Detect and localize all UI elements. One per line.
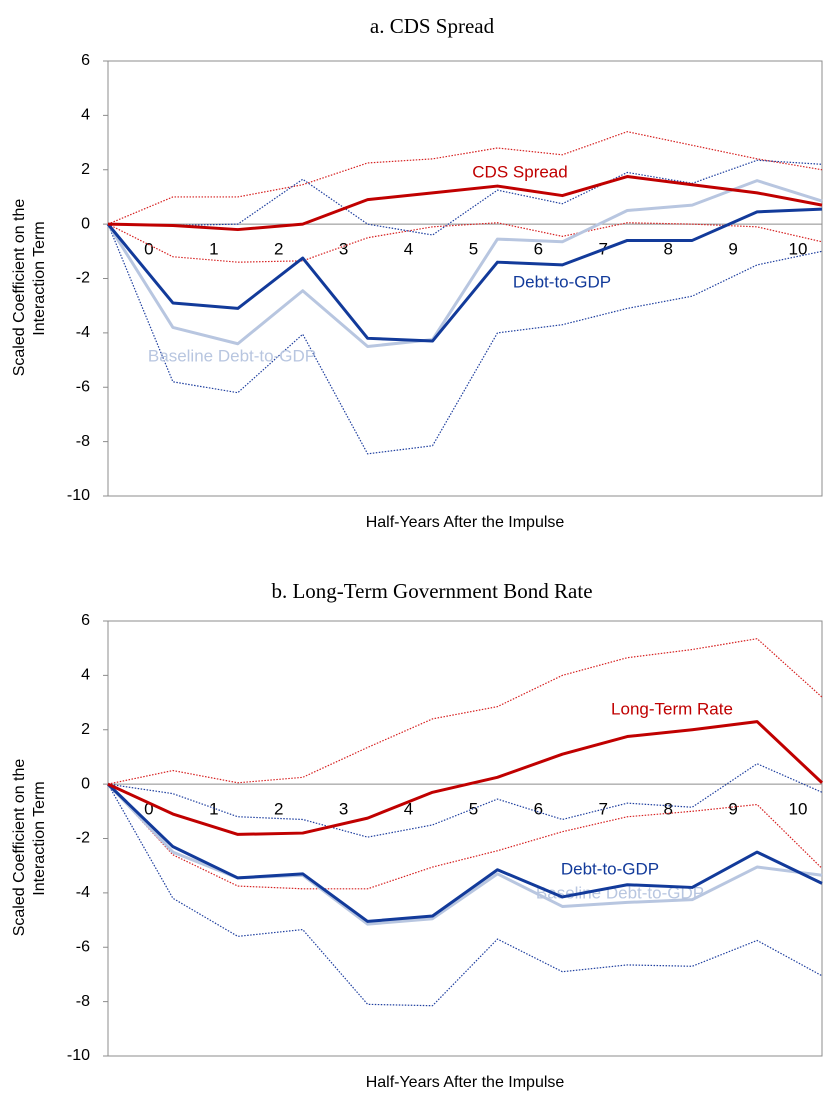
- y-tick-label: -8: [76, 433, 90, 450]
- x-tick-label: 5: [469, 800, 478, 819]
- y-tick-label: -10: [67, 487, 90, 504]
- series-line: [106, 783, 823, 923]
- y-axis-title: Scaled Coefficient on the Interaction Ter…: [11, 199, 48, 377]
- y-tick-label: -2: [76, 270, 90, 287]
- x-tick-label: 2: [274, 240, 283, 259]
- y-tick-label: 4: [81, 667, 90, 684]
- x-tick-label: 3: [339, 240, 348, 259]
- series-line: [107, 720, 824, 836]
- x-tick-label: 0: [144, 240, 153, 259]
- x-axis-title: Half-Years After the Impulse: [366, 514, 565, 531]
- x-tick-label: 1: [209, 240, 218, 259]
- y-tick-label: 6: [81, 612, 90, 629]
- band-line: [107, 783, 823, 890]
- series-label: Debt-to-GDP: [561, 859, 659, 878]
- x-tick-label: 8: [663, 800, 672, 819]
- series-label: CDS Spread: [472, 162, 567, 181]
- series-label: Baseline Debt-to-GDP: [148, 346, 316, 365]
- x-tick-label: 4: [404, 240, 413, 259]
- x-tick-label: 7: [599, 800, 608, 819]
- series-label: Debt-to-GDP: [513, 272, 611, 291]
- y-tick-label: -2: [76, 830, 90, 847]
- y-tick-label: -4: [76, 884, 90, 901]
- y-axis-title: Scaled Coefficient on the Interaction Ter…: [11, 759, 48, 937]
- y-tick-label: 2: [81, 161, 90, 178]
- x-tick-label: 6: [534, 240, 543, 259]
- series-line: [107, 175, 823, 232]
- chart-title: b. Long-Term Government Bond Rate: [271, 579, 592, 603]
- y-tick-label: -6: [76, 938, 90, 955]
- y-axis-title-line: Interaction Term: [31, 781, 48, 895]
- series-label: Long-Term Rate: [611, 699, 733, 718]
- x-tick-label: 10: [789, 800, 808, 819]
- y-tick-label: 0: [81, 215, 90, 232]
- series-label: Baseline Debt-to-GDP: [536, 883, 704, 902]
- x-axis-title: Half-Years After the Impulse: [366, 1074, 565, 1091]
- y-tick-label: -10: [67, 1047, 90, 1064]
- x-tick-label: 0: [144, 800, 153, 819]
- x-tick-label: 6: [534, 800, 543, 819]
- y-axis-title-line: Scaled Coefficient on the: [11, 199, 28, 377]
- x-tick-label: 8: [663, 240, 672, 259]
- x-tick-label: 10: [789, 240, 808, 259]
- y-tick-label: 0: [81, 775, 90, 792]
- series-line: [106, 179, 823, 348]
- y-tick-label: 4: [81, 107, 90, 124]
- x-tick-label: 3: [339, 800, 348, 819]
- y-axis-title-line: Scaled Coefficient on the: [11, 759, 28, 937]
- plot-frame: [107, 620, 823, 1057]
- x-tick-label: 9: [728, 240, 737, 259]
- y-axis-title-line: Interaction Term: [31, 221, 48, 335]
- x-tick-label: 1: [209, 800, 218, 819]
- chart-title: a. CDS Spread: [370, 14, 495, 38]
- y-tick-label: 2: [81, 721, 90, 738]
- y-tick-label: -4: [76, 324, 90, 341]
- band-line: [107, 159, 823, 236]
- y-tick-label: 6: [81, 52, 90, 69]
- x-tick-label: 5: [469, 240, 478, 259]
- x-tick-label: 4: [404, 800, 413, 819]
- plot-frame: [107, 60, 823, 497]
- band-line: [107, 638, 823, 785]
- band-line: [107, 222, 823, 263]
- series-line: [106, 207, 823, 343]
- band-line: [107, 763, 823, 838]
- y-tick-label: -6: [76, 378, 90, 395]
- x-tick-label: 2: [274, 800, 283, 819]
- x-tick-label: 9: [728, 800, 737, 819]
- band-line: [107, 223, 823, 455]
- y-tick-label: -8: [76, 993, 90, 1010]
- band-line: [107, 131, 823, 225]
